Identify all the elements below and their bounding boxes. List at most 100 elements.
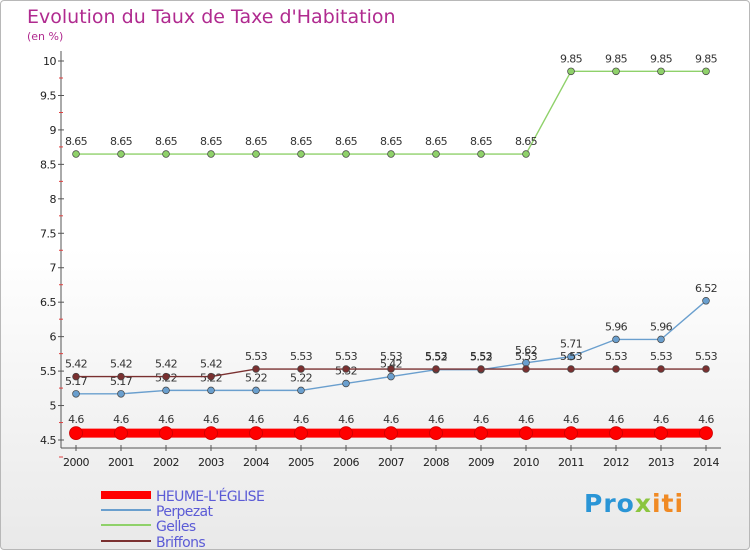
data-label-Perpezat: 6.52 [695,282,717,295]
data-label-Perpezat: 5.71 [560,338,582,351]
data-point-Briffons [432,365,440,373]
data-point-Gelles [72,150,80,158]
data-point-Gelles [387,150,395,158]
data-label-Gelles: 8.65 [335,135,358,148]
data-point-HEUME-L'ÉGLISE [294,426,308,441]
data-label-Gelles: 8.65 [380,135,403,148]
data-point-Perpezat [72,390,80,398]
data-point-HEUME-L'ÉGLISE [204,426,218,441]
data-point-HEUME-L'ÉGLISE [384,426,398,441]
data-point-HEUME-L'ÉGLISE [519,426,533,441]
chart-subtitle: (en %) [27,30,64,43]
data-label-Briffons: 5.42 [155,358,177,371]
data-point-Gelles [522,150,530,158]
data-point-Gelles [117,150,125,158]
data-label-Perpezat: 5.42 [380,358,402,371]
data-point-Gelles [342,150,350,158]
data-point-Perpezat [252,386,260,395]
data-point-Perpezat [702,297,710,305]
data-point-Briffons [657,365,665,373]
y-tick-label: 7 [50,262,57,275]
data-label-Perpezat: 5.52 [425,351,447,364]
y-tick-label: 4.5 [40,434,56,447]
data-label-Briffons: 5.53 [605,350,628,363]
data-label-HEUME-L'ÉGLISE: 4.6 [203,413,219,426]
legend-label-HEUME-L'ÉGLISE: HEUME-L'ÉGLISE [156,488,264,505]
data-label-Perpezat: 5.22 [290,371,312,384]
data-label-Perpezat: 5.62 [515,344,537,357]
x-tick-label: 2000 [63,456,89,469]
data-point-HEUME-L'ÉGLISE [114,426,128,441]
data-label-Gelles: 9.85 [650,52,673,65]
data-label-Perpezat: 5.17 [65,375,88,388]
data-point-Briffons [387,365,395,373]
y-tick-label: 5 [50,400,57,413]
data-label-HEUME-L'ÉGLISE: 4.6 [293,413,309,426]
data-point-Gelles [432,150,440,158]
brand-logo-part-pro: Pro [584,489,635,518]
data-point-Gelles [162,150,170,158]
data-point-Gelles [612,67,620,76]
data-label-HEUME-L'ÉGLISE: 4.6 [698,413,714,426]
y-tick-label: 9 [50,124,57,137]
data-point-Briffons [477,365,485,373]
data-point-Perpezat [387,372,395,381]
y-tick-label: 6.5 [40,296,56,309]
x-tick-label: 2012 [603,456,629,469]
data-point-Briffons [612,365,620,373]
x-tick-label: 2009 [468,456,494,469]
x-tick-label: 2004 [243,456,269,469]
y-tick-label: 6 [50,331,57,344]
data-point-Perpezat [567,352,575,361]
data-label-HEUME-L'ÉGLISE: 4.6 [653,413,669,426]
data-point-Briffons [252,365,260,373]
data-label-Perpezat: 5.17 [110,375,133,388]
data-label-HEUME-L'ÉGLISE: 4.6 [338,413,354,426]
chart-title: Evolution du Taux de Taxe d'Habitation [27,6,396,28]
data-label-Gelles: 8.65 [110,135,133,148]
data-label-Briffons: 5.42 [110,358,132,371]
y-tick-label: 8.5 [40,158,56,171]
data-point-Perpezat [117,390,125,398]
data-point-HEUME-L'ÉGLISE [429,426,443,441]
data-point-HEUME-L'ÉGLISE [699,426,713,441]
data-label-Gelles: 8.65 [155,135,178,148]
x-tick-label: 2005 [288,456,314,469]
data-label-Briffons: 5.53 [560,350,583,363]
data-label-HEUME-L'ÉGLISE: 4.6 [158,413,174,426]
y-tick-label: 8 [50,193,57,206]
x-tick-label: 2001 [108,456,134,469]
legend-label-Briffons: Briffons [156,535,205,549]
data-point-Briffons [522,365,530,373]
data-label-Gelles: 8.65 [470,135,493,148]
data-label-Perpezat: 5.96 [605,320,628,333]
data-point-Briffons [162,372,170,381]
data-point-HEUME-L'ÉGLISE [474,426,488,441]
data-label-Briffons: 5.53 [695,350,718,363]
legend-label-Perpezat: Perpezat [156,504,214,520]
data-label-Briffons: 5.53 [290,350,313,363]
data-label-Gelles: 8.65 [200,135,223,148]
data-label-HEUME-L'ÉGLISE: 4.6 [518,413,534,426]
data-point-Perpezat [342,379,350,388]
data-point-Perpezat [207,386,215,395]
y-tick-label: 9.5 [40,89,56,102]
data-label-HEUME-L'ÉGLISE: 4.6 [428,413,444,426]
data-point-HEUME-L'ÉGLISE [249,426,263,441]
data-label-Briffons: 5.53 [650,350,673,363]
data-label-Briffons: 5.42 [65,358,87,371]
x-tick-label: 2010 [513,456,539,469]
data-label-Gelles: 8.65 [515,135,538,148]
x-tick-label: 2003 [198,456,224,469]
data-point-Gelles [702,67,710,76]
data-point-Briffons [297,365,305,373]
data-label-Briffons: 5.53 [425,350,448,363]
data-point-HEUME-L'ÉGLISE [69,426,83,441]
data-point-Gelles [657,67,665,76]
x-tick-label: 2006 [333,456,359,469]
data-label-Gelles: 8.65 [425,135,448,148]
data-point-Perpezat [657,335,665,344]
data-point-Perpezat [162,386,170,395]
